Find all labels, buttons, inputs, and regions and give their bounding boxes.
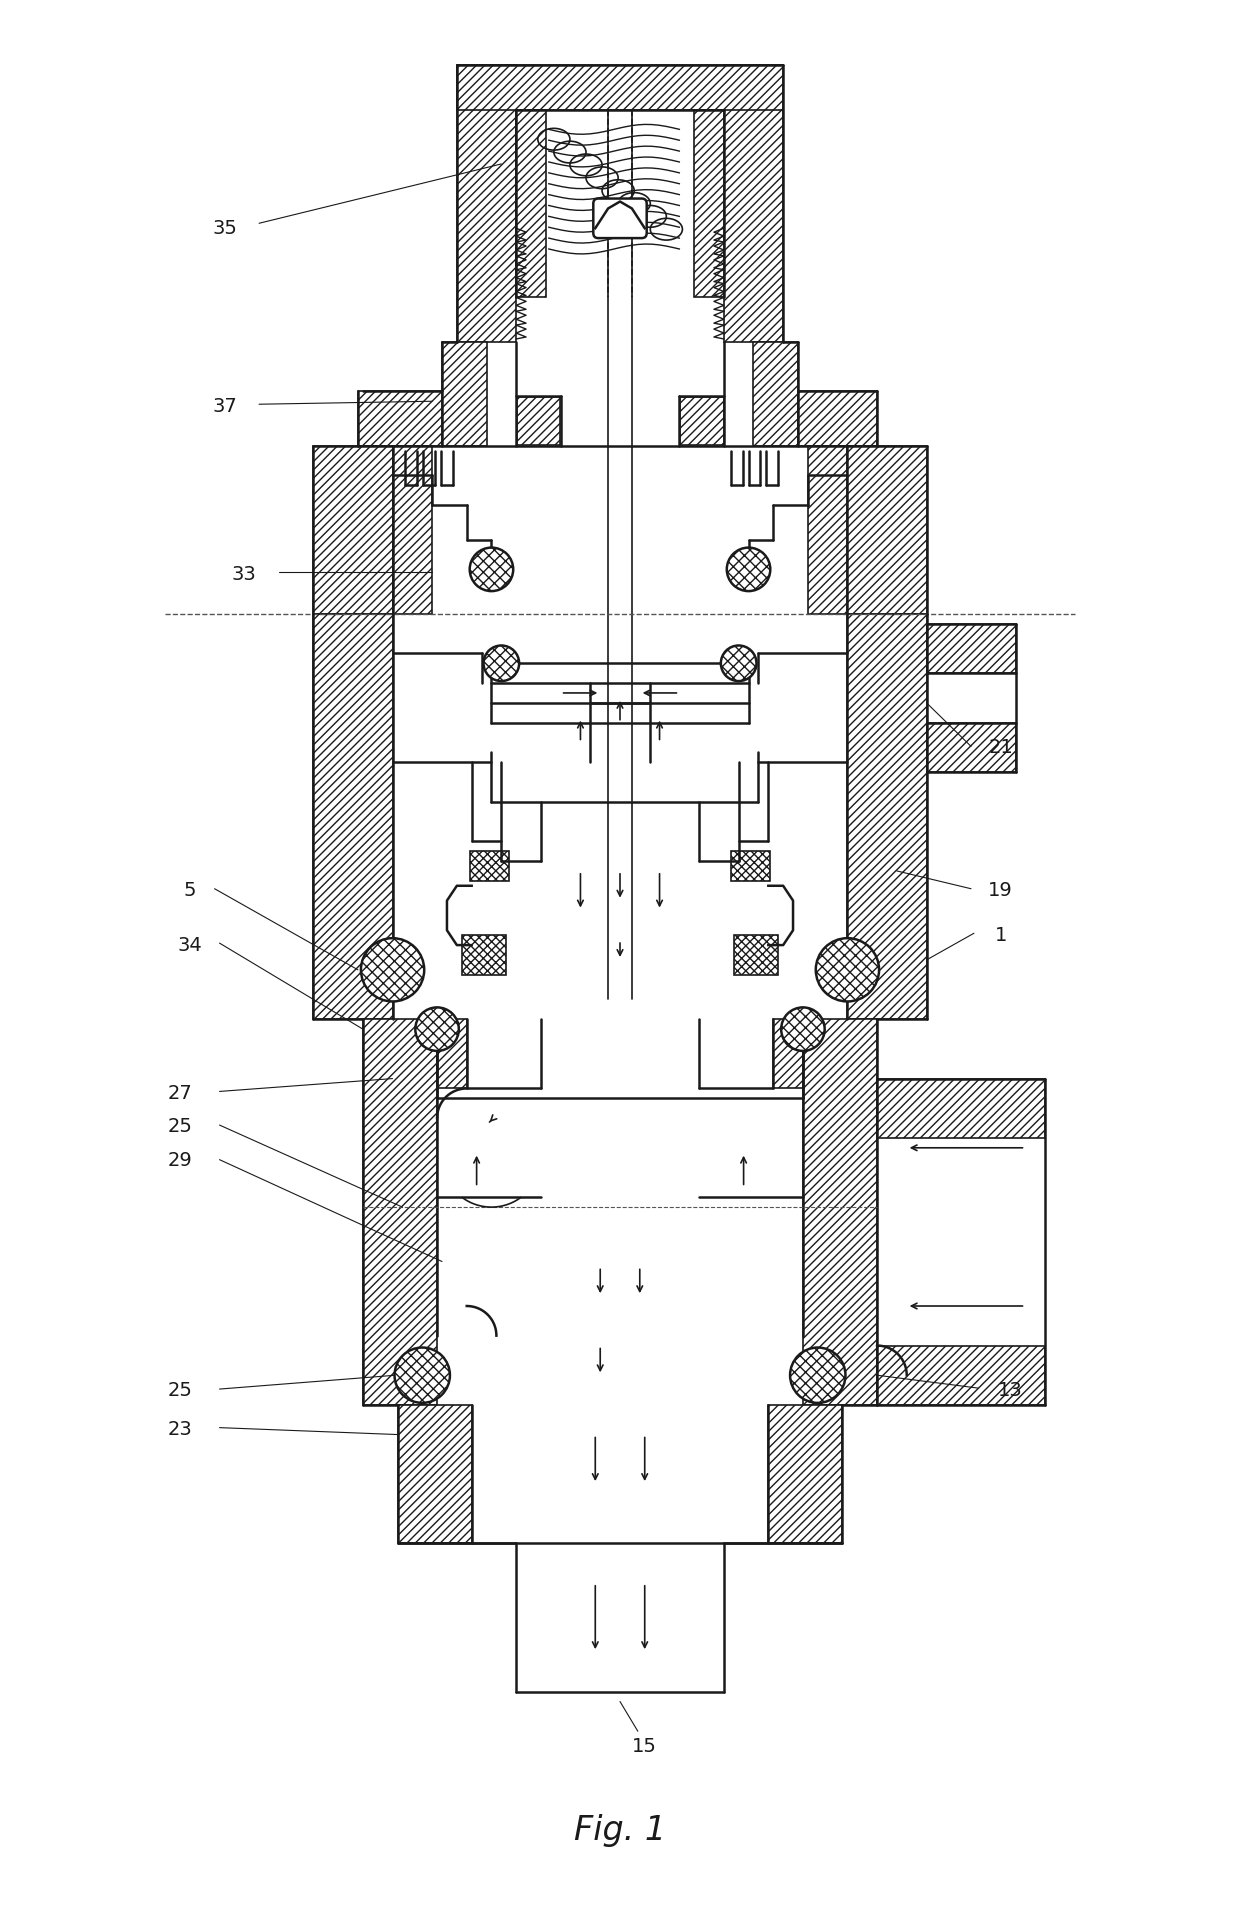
- Bar: [926, 723, 1016, 772]
- Text: 1: 1: [994, 925, 1007, 944]
- Bar: [769, 1405, 842, 1543]
- Text: 25: 25: [167, 1116, 192, 1135]
- Bar: [363, 1018, 436, 1405]
- Circle shape: [394, 1348, 450, 1404]
- Text: 34: 34: [177, 936, 202, 955]
- Bar: [774, 1018, 804, 1089]
- Bar: [456, 65, 516, 341]
- Bar: [877, 1079, 1045, 1138]
- Bar: [754, 341, 799, 446]
- Circle shape: [727, 547, 770, 591]
- Bar: [516, 109, 546, 297]
- Bar: [694, 109, 724, 297]
- Text: Fig. 1: Fig. 1: [574, 1814, 666, 1846]
- Text: 5: 5: [184, 881, 196, 900]
- Bar: [461, 934, 506, 974]
- Bar: [847, 446, 926, 614]
- Bar: [314, 614, 393, 1018]
- Bar: [799, 391, 877, 446]
- Text: 13: 13: [998, 1381, 1023, 1400]
- Circle shape: [361, 938, 424, 1001]
- Bar: [847, 614, 926, 1018]
- Bar: [517, 397, 559, 444]
- Bar: [877, 1346, 1045, 1405]
- Circle shape: [781, 1007, 825, 1051]
- Circle shape: [484, 645, 520, 681]
- Text: 29: 29: [167, 1152, 192, 1171]
- Bar: [456, 65, 784, 109]
- Bar: [358, 391, 441, 446]
- Text: 23: 23: [167, 1421, 192, 1440]
- Circle shape: [816, 938, 879, 1001]
- Circle shape: [470, 547, 513, 591]
- Bar: [724, 65, 784, 341]
- Bar: [681, 397, 724, 444]
- Bar: [393, 446, 432, 614]
- Circle shape: [720, 645, 756, 681]
- Bar: [730, 851, 770, 881]
- Bar: [804, 1018, 877, 1405]
- Text: 15: 15: [632, 1737, 657, 1756]
- Circle shape: [415, 1007, 459, 1051]
- Text: 27: 27: [167, 1083, 192, 1102]
- Text: 37: 37: [212, 397, 237, 416]
- Bar: [441, 341, 486, 446]
- FancyBboxPatch shape: [593, 198, 647, 238]
- Text: 25: 25: [167, 1381, 192, 1400]
- Bar: [734, 934, 779, 974]
- Text: 19: 19: [988, 881, 1013, 900]
- Bar: [398, 1405, 471, 1543]
- Bar: [808, 446, 847, 614]
- Text: 33: 33: [232, 564, 257, 584]
- Text: 21: 21: [988, 738, 1013, 757]
- Circle shape: [790, 1348, 846, 1404]
- Bar: [470, 851, 510, 881]
- Bar: [436, 1018, 466, 1089]
- Text: 35: 35: [212, 219, 237, 238]
- Bar: [314, 446, 393, 614]
- Bar: [926, 624, 1016, 673]
